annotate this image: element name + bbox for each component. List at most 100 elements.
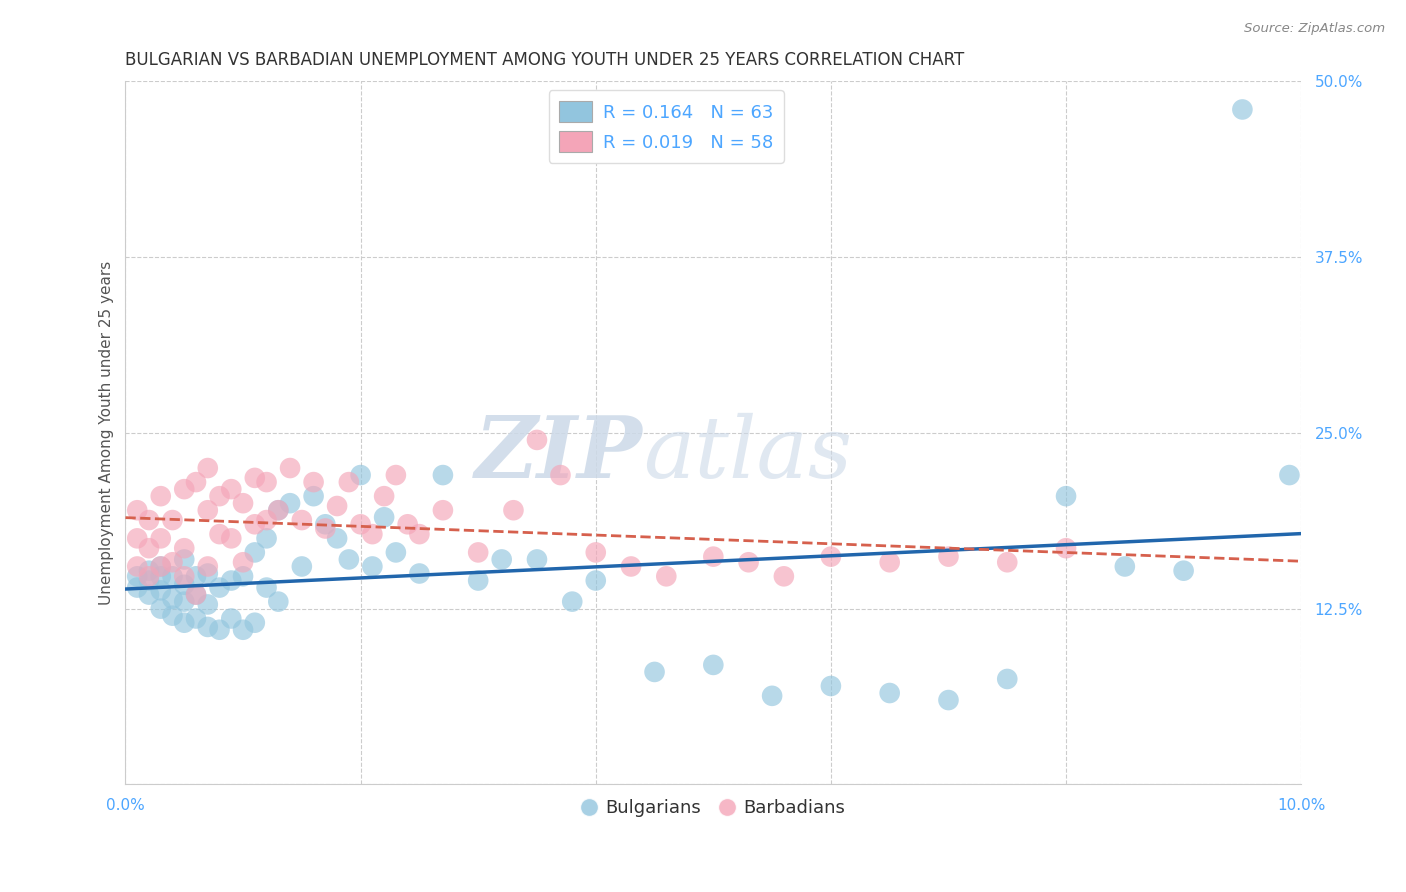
Point [432,503,454,517]
Point [526,552,548,566]
Point [349,517,371,532]
Point [502,503,524,517]
Point [219,532,242,546]
Point [995,555,1018,569]
Point [1054,489,1077,503]
Point [361,559,384,574]
Point [162,555,184,569]
Point [149,532,172,546]
Point [138,513,160,527]
Point [326,532,349,546]
Point [149,601,172,615]
Point [938,693,960,707]
Point [127,532,149,546]
Point [173,552,195,566]
Point [197,598,219,612]
Point [291,513,314,527]
Point [408,566,430,581]
Point [702,549,724,564]
Point [314,521,336,535]
Point [879,555,901,569]
Point [219,574,242,588]
Point [232,555,254,569]
Point [173,615,195,630]
Point [256,532,278,546]
Point [491,552,513,566]
Point [620,559,643,574]
Point [291,559,314,574]
Point [702,657,724,672]
Point [184,475,207,489]
Point [138,569,160,583]
Point [879,686,901,700]
Point [162,591,184,606]
Point [278,461,301,475]
Point [149,569,172,583]
Point [373,510,395,524]
Point [385,545,408,559]
Point [373,489,395,503]
Point [197,503,219,517]
Point [737,555,759,569]
Point [173,541,195,556]
Point [149,559,172,574]
Point [278,496,301,510]
Point [173,482,195,496]
Point [1173,564,1195,578]
Point [138,564,160,578]
Point [127,559,149,574]
Point [337,552,360,566]
Point [820,679,842,693]
Point [149,489,172,503]
Point [149,583,172,598]
Text: ZIP: ZIP [475,412,643,496]
Point [256,581,278,595]
Point [184,611,207,625]
Point [314,517,336,532]
Point [138,574,160,588]
Point [256,475,278,489]
Point [302,489,325,503]
Point [467,545,489,559]
Point [149,559,172,574]
Point [162,569,184,583]
Point [256,513,278,527]
Point [585,545,607,559]
Point [408,527,430,541]
Y-axis label: Unemployment Among Youth under 25 years: Unemployment Among Youth under 25 years [100,260,114,605]
Point [938,549,960,564]
Point [326,499,349,513]
Point [349,468,371,483]
Point [644,665,666,679]
Point [773,569,796,583]
Point [232,569,254,583]
Point [1054,541,1077,556]
Point [267,503,290,517]
Point [208,581,231,595]
Point [550,468,572,483]
Point [1232,103,1254,117]
Point [197,566,219,581]
Point [173,578,195,592]
Legend: Bulgarians, Barbadians: Bulgarians, Barbadians [575,792,852,824]
Point [761,689,783,703]
Point [585,574,607,588]
Point [995,672,1018,686]
Point [208,623,231,637]
Point [820,549,842,564]
Point [184,588,207,602]
Point [138,588,160,602]
Point [127,581,149,595]
Point [302,475,325,489]
Point [361,527,384,541]
Point [162,513,184,527]
Point [243,615,266,630]
Point [1114,559,1136,574]
Point [197,620,219,634]
Point [267,594,290,608]
Point [197,461,219,475]
Point [127,569,149,583]
Point [162,608,184,623]
Point [396,517,419,532]
Point [267,503,290,517]
